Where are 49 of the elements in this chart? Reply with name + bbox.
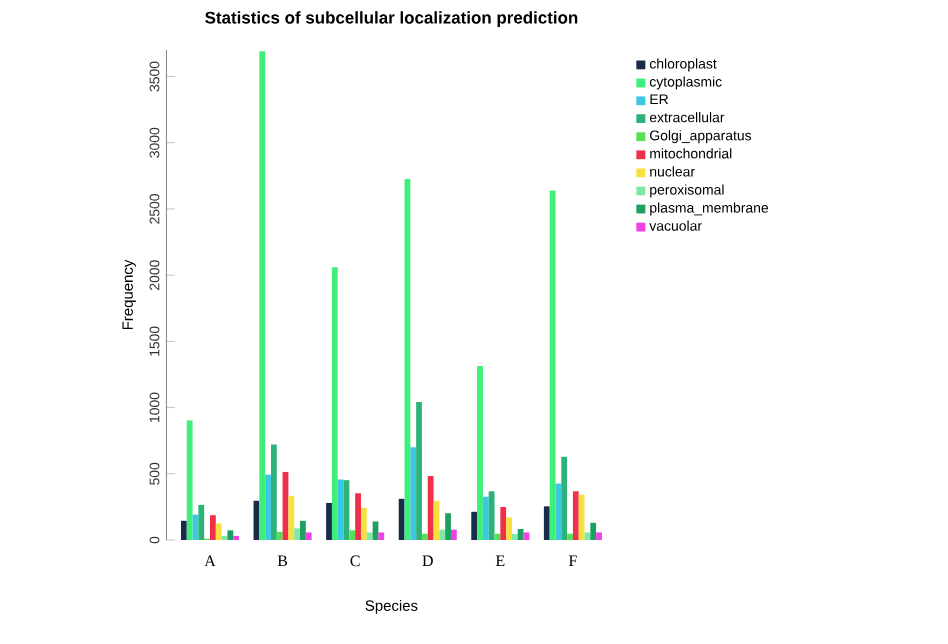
bar — [355, 493, 361, 540]
bar — [326, 502, 332, 540]
bar — [270, 444, 277, 540]
bar — [488, 491, 495, 540]
bar — [398, 498, 405, 540]
bar — [427, 476, 434, 540]
bar — [572, 491, 579, 540]
bar — [366, 532, 373, 540]
bar — [180, 520, 187, 540]
bar — [439, 529, 446, 540]
bar — [259, 51, 266, 540]
bar — [276, 531, 283, 540]
bar — [477, 366, 483, 540]
bar — [360, 507, 367, 540]
bar — [596, 532, 602, 540]
bar — [421, 533, 428, 540]
bar — [450, 529, 457, 540]
bar — [561, 456, 568, 540]
bar — [578, 494, 585, 540]
bar — [543, 506, 550, 540]
bar — [300, 520, 306, 540]
bar — [584, 532, 591, 540]
bar — [331, 267, 338, 540]
bar — [265, 474, 271, 540]
bar — [349, 530, 356, 540]
chart-title: Statistics of subcellular localization prediction — [205, 11, 578, 27]
bar — [227, 530, 234, 540]
bar — [523, 532, 530, 540]
bar — [482, 496, 489, 540]
bar — [378, 532, 385, 540]
bar — [210, 515, 216, 540]
bar — [198, 504, 205, 540]
bar — [288, 496, 295, 540]
bar — [445, 513, 451, 540]
bar — [294, 528, 300, 540]
bar — [590, 522, 597, 540]
bar — [555, 483, 562, 540]
bar — [511, 533, 518, 540]
bar — [305, 532, 312, 540]
bar — [186, 420, 193, 540]
bar — [416, 401, 422, 540]
bar — [567, 533, 573, 540]
bar — [410, 447, 417, 540]
bar — [500, 507, 507, 540]
bar — [215, 523, 222, 540]
bar — [337, 479, 344, 540]
bar — [471, 511, 478, 540]
bar — [506, 517, 512, 540]
bar — [517, 529, 524, 540]
